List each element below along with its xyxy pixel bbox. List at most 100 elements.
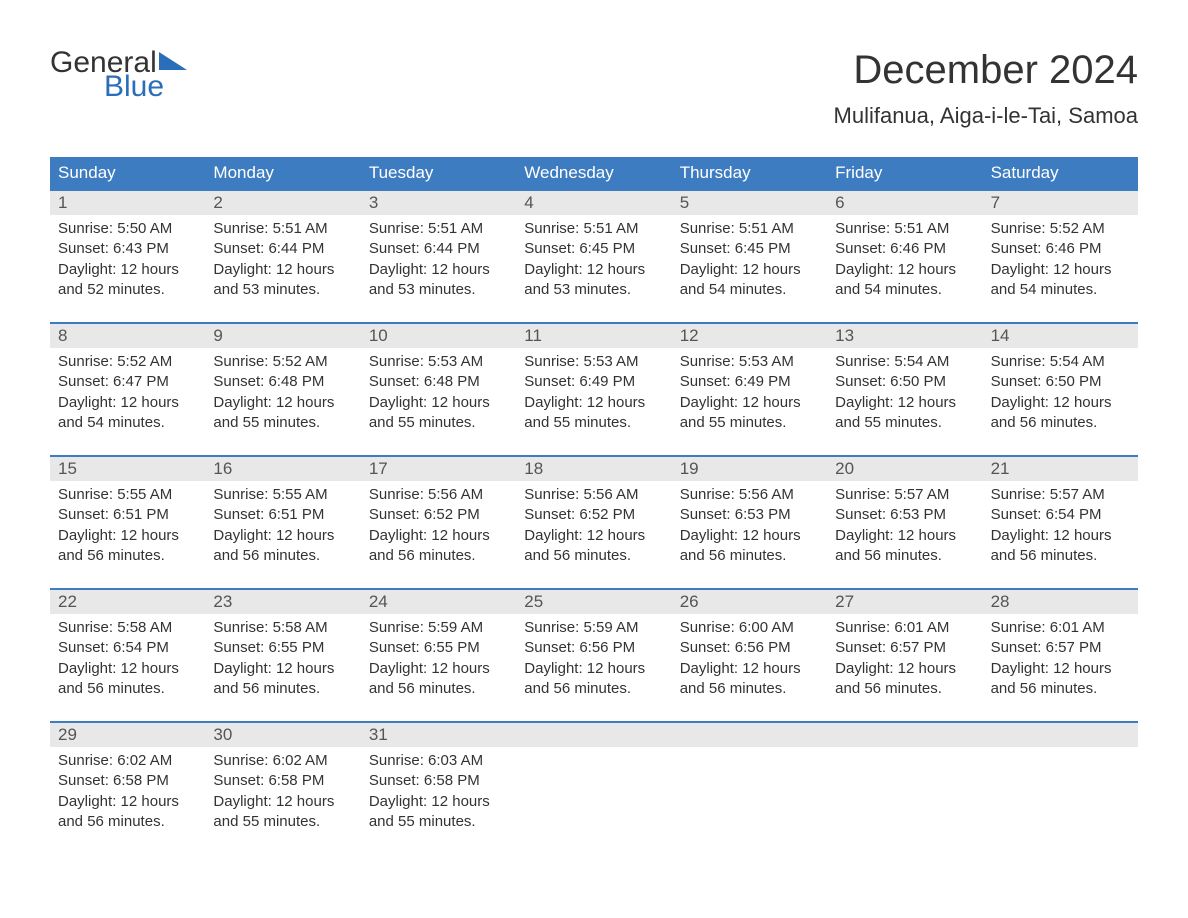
day-cell: 9Sunrise: 5:52 AMSunset: 6:48 PMDaylight… [205, 324, 360, 439]
day-body: Sunrise: 5:50 AMSunset: 6:43 PMDaylight:… [50, 215, 205, 306]
day-cell: 2Sunrise: 5:51 AMSunset: 6:44 PMDaylight… [205, 191, 360, 306]
sunrise-line: Sunrise: 6:01 AM [991, 618, 1130, 638]
sunset-line: Sunset: 6:53 PM [680, 505, 819, 525]
title-block: December 2024 Mulifanua, Aiga-i-le-Tai, … [834, 48, 1138, 129]
weekday-header-cell: Friday [827, 157, 982, 189]
daylight-line-1: Daylight: 12 hours [369, 260, 508, 280]
day-cell: 19Sunrise: 5:56 AMSunset: 6:53 PMDayligh… [672, 457, 827, 572]
day-cell: 10Sunrise: 5:53 AMSunset: 6:48 PMDayligh… [361, 324, 516, 439]
day-body: Sunrise: 6:02 AMSunset: 6:58 PMDaylight:… [205, 747, 360, 838]
sunset-line: Sunset: 6:51 PM [58, 505, 197, 525]
daylight-line-2: and 56 minutes. [680, 546, 819, 566]
day-body: Sunrise: 5:58 AMSunset: 6:55 PMDaylight:… [205, 614, 360, 705]
sunrise-line: Sunrise: 5:51 AM [835, 219, 974, 239]
daylight-line-2: and 55 minutes. [524, 413, 663, 433]
day-body [516, 747, 671, 757]
daylight-line-2: and 56 minutes. [58, 679, 197, 699]
day-body: Sunrise: 6:01 AMSunset: 6:57 PMDaylight:… [983, 614, 1138, 705]
sunset-line: Sunset: 6:58 PM [213, 771, 352, 791]
sunrise-line: Sunrise: 5:55 AM [58, 485, 197, 505]
day-cell: 30Sunrise: 6:02 AMSunset: 6:58 PMDayligh… [205, 723, 360, 838]
day-body: Sunrise: 6:00 AMSunset: 6:56 PMDaylight:… [672, 614, 827, 705]
day-number: 2 [205, 191, 360, 215]
day-cell: 21Sunrise: 5:57 AMSunset: 6:54 PMDayligh… [983, 457, 1138, 572]
day-cell: 24Sunrise: 5:59 AMSunset: 6:55 PMDayligh… [361, 590, 516, 705]
sunrise-line: Sunrise: 5:57 AM [991, 485, 1130, 505]
sunset-line: Sunset: 6:50 PM [835, 372, 974, 392]
daylight-line-1: Daylight: 12 hours [524, 526, 663, 546]
sunrise-line: Sunrise: 5:53 AM [524, 352, 663, 372]
day-cell: 16Sunrise: 5:55 AMSunset: 6:51 PMDayligh… [205, 457, 360, 572]
sunrise-line: Sunrise: 5:56 AM [524, 485, 663, 505]
week-row: 1Sunrise: 5:50 AMSunset: 6:43 PMDaylight… [50, 189, 1138, 306]
daylight-line-1: Daylight: 12 hours [680, 260, 819, 280]
day-body: Sunrise: 5:53 AMSunset: 6:49 PMDaylight:… [672, 348, 827, 439]
sunset-line: Sunset: 6:46 PM [991, 239, 1130, 259]
sunrise-line: Sunrise: 5:56 AM [680, 485, 819, 505]
daylight-line-2: and 55 minutes. [213, 812, 352, 832]
daylight-line-1: Daylight: 12 hours [835, 260, 974, 280]
day-cell: 28Sunrise: 6:01 AMSunset: 6:57 PMDayligh… [983, 590, 1138, 705]
sunrise-line: Sunrise: 5:58 AM [58, 618, 197, 638]
day-cell: 8Sunrise: 5:52 AMSunset: 6:47 PMDaylight… [50, 324, 205, 439]
day-cell: 14Sunrise: 5:54 AMSunset: 6:50 PMDayligh… [983, 324, 1138, 439]
day-number: 29 [50, 723, 205, 747]
daylight-line-1: Daylight: 12 hours [991, 260, 1130, 280]
daylight-line-1: Daylight: 12 hours [835, 659, 974, 679]
sunset-line: Sunset: 6:54 PM [991, 505, 1130, 525]
sunset-line: Sunset: 6:54 PM [58, 638, 197, 658]
daylight-line-2: and 56 minutes. [524, 679, 663, 699]
day-number: 10 [361, 324, 516, 348]
day-cell: 26Sunrise: 6:00 AMSunset: 6:56 PMDayligh… [672, 590, 827, 705]
day-number [672, 723, 827, 747]
sunrise-line: Sunrise: 5:59 AM [524, 618, 663, 638]
daylight-line-1: Daylight: 12 hours [213, 260, 352, 280]
day-cell: 1Sunrise: 5:50 AMSunset: 6:43 PMDaylight… [50, 191, 205, 306]
sunset-line: Sunset: 6:50 PM [991, 372, 1130, 392]
daylight-line-1: Daylight: 12 hours [58, 792, 197, 812]
daylight-line-2: and 56 minutes. [369, 679, 508, 699]
weekday-header-cell: Saturday [983, 157, 1138, 189]
sunrise-line: Sunrise: 6:02 AM [213, 751, 352, 771]
daylight-line-2: and 53 minutes. [369, 280, 508, 300]
day-body: Sunrise: 5:52 AMSunset: 6:48 PMDaylight:… [205, 348, 360, 439]
header-row: General Blue December 2024 Mulifanua, Ai… [50, 48, 1138, 129]
day-body: Sunrise: 5:52 AMSunset: 6:46 PMDaylight:… [983, 215, 1138, 306]
daylight-line-2: and 55 minutes. [369, 812, 508, 832]
day-body: Sunrise: 5:59 AMSunset: 6:55 PMDaylight:… [361, 614, 516, 705]
month-title: December 2024 [834, 48, 1138, 93]
daylight-line-2: and 56 minutes. [524, 546, 663, 566]
daylight-line-1: Daylight: 12 hours [58, 526, 197, 546]
day-number: 13 [827, 324, 982, 348]
day-body: Sunrise: 5:54 AMSunset: 6:50 PMDaylight:… [983, 348, 1138, 439]
day-number: 4 [516, 191, 671, 215]
day-number: 30 [205, 723, 360, 747]
day-number: 5 [672, 191, 827, 215]
sunrise-line: Sunrise: 6:01 AM [835, 618, 974, 638]
day-number: 23 [205, 590, 360, 614]
day-body [672, 747, 827, 757]
day-cell: 11Sunrise: 5:53 AMSunset: 6:49 PMDayligh… [516, 324, 671, 439]
logo-text-blue: Blue [104, 72, 187, 102]
day-body: Sunrise: 5:51 AMSunset: 6:44 PMDaylight:… [205, 215, 360, 306]
day-number: 22 [50, 590, 205, 614]
day-cell: 5Sunrise: 5:51 AMSunset: 6:45 PMDaylight… [672, 191, 827, 306]
daylight-line-1: Daylight: 12 hours [213, 393, 352, 413]
day-cell: 27Sunrise: 6:01 AMSunset: 6:57 PMDayligh… [827, 590, 982, 705]
daylight-line-1: Daylight: 12 hours [369, 393, 508, 413]
day-body: Sunrise: 5:53 AMSunset: 6:49 PMDaylight:… [516, 348, 671, 439]
sunset-line: Sunset: 6:55 PM [369, 638, 508, 658]
day-number: 11 [516, 324, 671, 348]
day-number: 16 [205, 457, 360, 481]
day-number: 1 [50, 191, 205, 215]
daylight-line-1: Daylight: 12 hours [680, 393, 819, 413]
day-number: 7 [983, 191, 1138, 215]
daylight-line-1: Daylight: 12 hours [369, 526, 508, 546]
weekday-header-cell: Thursday [672, 157, 827, 189]
logo: General Blue [50, 48, 187, 102]
daylight-line-2: and 54 minutes. [835, 280, 974, 300]
sunrise-line: Sunrise: 5:59 AM [369, 618, 508, 638]
sunrise-line: Sunrise: 6:00 AM [680, 618, 819, 638]
daylight-line-2: and 56 minutes. [369, 546, 508, 566]
weekday-header-cell: Monday [205, 157, 360, 189]
